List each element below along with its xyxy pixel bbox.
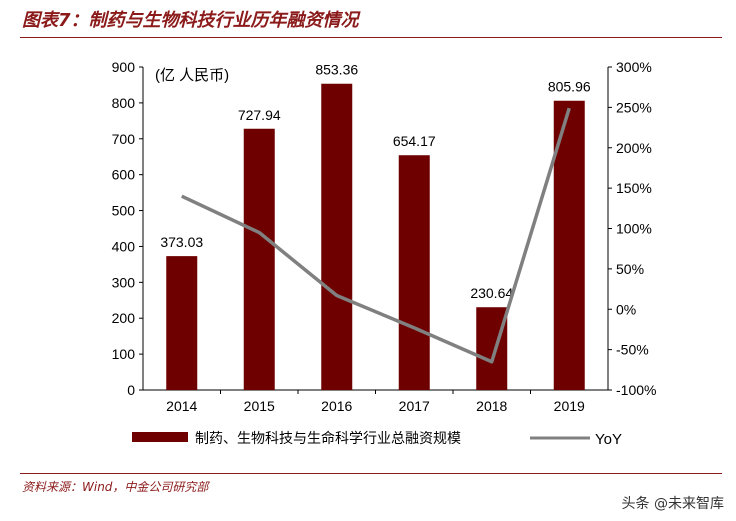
bar [476, 307, 508, 390]
legend: 制药、生物科技与生命科学行业总融资规模 YoY [132, 430, 622, 448]
figure-title: 图表7：制药与生物科技行业历年融资情况 [22, 10, 359, 31]
bar [553, 100, 585, 390]
top-rule [20, 37, 722, 38]
bar-value-label: 727.94 [238, 107, 281, 123]
legend-line-label: YoY [595, 431, 622, 448]
left-y-tick-label: 200 [112, 310, 136, 326]
bar-value-label: 654.17 [393, 133, 436, 149]
left-y-tick-label: 700 [112, 131, 136, 147]
right-y-tick-label: -100% [616, 382, 656, 398]
watermark-text: 头条 @未来智库 [621, 496, 724, 512]
yoy-line-series [181, 107, 571, 364]
left-y-tick-label: 900 [112, 59, 136, 75]
bar-value-label: 805.96 [548, 79, 591, 95]
x-tick-label: 2015 [244, 398, 275, 414]
bar-series [166, 83, 585, 390]
right-y-tick-label: -50% [616, 342, 649, 358]
left-y-tick-label: 500 [112, 203, 136, 219]
bar-value-label: 230.64 [470, 285, 513, 301]
right-y-tick-label: 100% [616, 221, 652, 237]
bar [321, 83, 353, 390]
x-tick-labels: 2014 2015 2016 2017 2018 2019 [166, 398, 585, 414]
left-y-tick-label: 600 [112, 167, 136, 183]
watermark: 头条 @未来智库 [622, 493, 724, 513]
legend-bar-label: 制药、生物科技与生命科学行业总融资规模 [195, 430, 461, 447]
right-y-tick-labels: -100% -50% 0% 50% 100% 150% 200% 250% 300% [616, 59, 656, 398]
bottom-rule [20, 473, 722, 474]
x-tick-label: 2016 [321, 398, 352, 414]
right-y-tick-label: 50% [616, 261, 644, 277]
axes [139, 66, 612, 394]
right-y-tick-label: 250% [616, 99, 652, 115]
right-y-tick-label: 300% [616, 59, 652, 75]
bar-value-label: 373.03 [160, 234, 203, 250]
left-y-tick-label: 800 [112, 95, 136, 111]
left-y-tick-label: 400 [112, 238, 136, 254]
right-y-tick-label: 150% [616, 180, 652, 196]
left-y-tick-labels: 0 100 200 300 400 500 600 700 800 900 [112, 59, 136, 398]
y-unit-label: (亿 人民币) [155, 67, 229, 84]
x-tick-label: 2017 [399, 398, 430, 414]
yoy-line [181, 107, 571, 364]
bar [398, 155, 430, 390]
left-y-tick-label: 300 [112, 274, 136, 290]
left-y-tick-label: 0 [127, 382, 135, 398]
x-tick-label: 2019 [554, 398, 585, 414]
financing-chart: 373.03 727.94 853.36 654.17 230.64 805.96 201… [112, 59, 657, 448]
left-y-tick-label: 100 [112, 346, 136, 362]
right-y-tick-label: 200% [616, 140, 652, 156]
legend-bar-swatch [132, 432, 188, 442]
source-note: 资料来源：Wind，中金公司研究部 [22, 480, 209, 494]
bar [166, 256, 198, 390]
bar [243, 128, 275, 390]
x-tick-label: 2018 [476, 398, 507, 414]
right-y-tick-label: 0% [616, 301, 636, 317]
bar-labels: 373.03 727.94 853.36 654.17 230.64 805.96 [160, 62, 591, 301]
bar-value-label: 853.36 [315, 62, 358, 78]
x-tick-label: 2014 [166, 398, 197, 414]
